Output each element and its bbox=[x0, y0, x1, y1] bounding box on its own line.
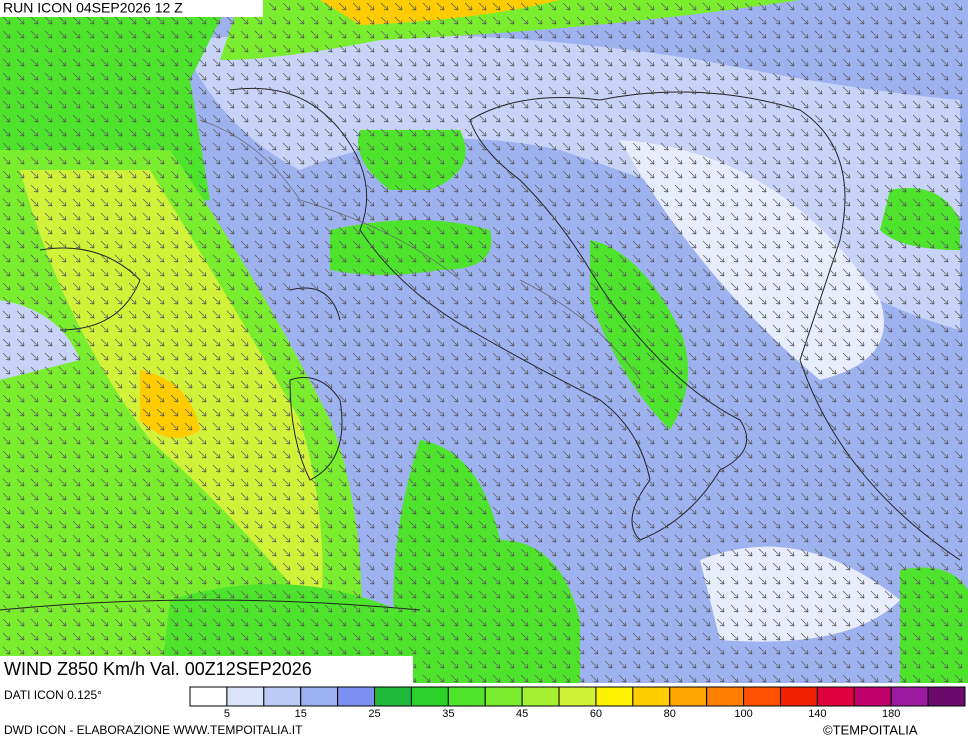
legend-swatch bbox=[706, 686, 745, 707]
legend-swatch bbox=[927, 686, 966, 707]
legend-label: 80 bbox=[664, 708, 676, 720]
legend-swatch bbox=[189, 686, 228, 707]
legend-swatch bbox=[521, 686, 560, 707]
legend-label: 100 bbox=[734, 708, 752, 720]
legend-swatch bbox=[410, 686, 449, 707]
legend-swatch bbox=[632, 686, 671, 707]
map-title: WIND Z850 Km/h Val. 00Z12SEP2026 bbox=[4, 659, 312, 679]
copyright: ©TEMPOITALIA bbox=[823, 722, 918, 737]
legend-label: 15 bbox=[295, 708, 307, 720]
legend-swatch bbox=[447, 686, 486, 707]
legend-swatch bbox=[263, 686, 302, 707]
legend-label: 180 bbox=[882, 708, 900, 720]
legend-swatch bbox=[743, 686, 781, 707]
legend-label: 35 bbox=[442, 708, 454, 720]
map bbox=[0, 0, 968, 683]
legend: 5 15 25 35 45 60 80 100 140 180 bbox=[189, 686, 966, 720]
data-source: DATI ICON 0.125° bbox=[4, 688, 102, 702]
legend-swatch bbox=[337, 686, 376, 707]
run-label: RUN ICON 04SEP2026 12 Z bbox=[3, 0, 183, 16]
title-box bbox=[0, 656, 413, 683]
legend-swatch bbox=[558, 686, 597, 707]
legend-swatch bbox=[374, 686, 412, 707]
legend-swatch bbox=[595, 686, 634, 707]
legend-swatch bbox=[484, 686, 523, 707]
legend-label: 140 bbox=[808, 708, 826, 720]
legend-swatch bbox=[779, 686, 818, 707]
legend-swatch bbox=[853, 686, 892, 707]
legend-label: 5 bbox=[224, 708, 230, 720]
legend-label: 45 bbox=[516, 708, 528, 720]
legend-swatch bbox=[669, 686, 708, 707]
legend-label: 25 bbox=[368, 708, 380, 720]
run-box bbox=[0, 0, 263, 17]
legend-label: 60 bbox=[590, 708, 602, 720]
legend-swatch bbox=[816, 686, 855, 707]
legend-swatch bbox=[300, 686, 339, 707]
legend-swatch bbox=[226, 686, 265, 707]
legend-swatch bbox=[890, 686, 929, 707]
credits: DWD ICON - ELABORAZIONE WWW.TEMPOITALIA.… bbox=[4, 723, 303, 737]
